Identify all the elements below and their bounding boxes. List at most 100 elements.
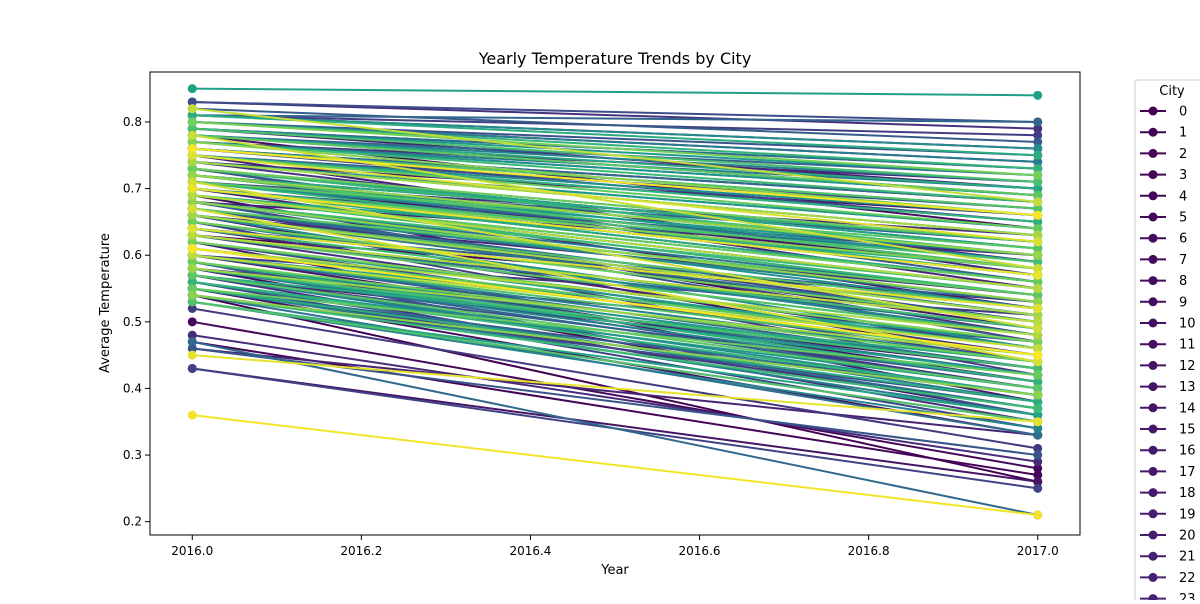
series-193 — [187, 210, 1043, 320]
series-line — [192, 214, 1038, 317]
series-line — [192, 300, 1038, 417]
data-point — [187, 224, 197, 234]
x-tick-label: 2016.2 — [340, 544, 382, 558]
data-point — [1033, 270, 1043, 280]
series-line — [192, 227, 1038, 310]
data-point — [187, 130, 197, 140]
data-point — [1033, 357, 1043, 367]
data-point — [1033, 197, 1043, 207]
data-point — [1033, 284, 1043, 294]
series-line — [192, 294, 1038, 397]
series-line — [192, 200, 1038, 297]
data-point — [1033, 264, 1043, 274]
series-line — [192, 347, 1038, 437]
legend-item: 19 — [1140, 507, 1196, 522]
series-185 — [187, 117, 1043, 180]
data-point — [1033, 190, 1043, 200]
series-line — [192, 180, 1038, 257]
series-line — [192, 320, 1038, 470]
chart-title: Yearly Temperature Trends by City — [478, 49, 752, 68]
data-point — [1033, 177, 1043, 187]
series-197 — [187, 230, 1043, 327]
legend-item: 2 — [1140, 147, 1187, 162]
series-line — [192, 174, 1038, 243]
series-146 — [187, 110, 1043, 160]
series-line — [192, 234, 1038, 323]
legend-item: 18 — [1140, 486, 1196, 501]
legend-item: 22 — [1140, 571, 1196, 586]
x-axis: 2016.0 2016.2 2016.4 2016.6 2016.8 2017.0 — [171, 535, 1059, 558]
series-200 — [187, 130, 1043, 274]
x-tick-label: 2017.0 — [1017, 544, 1059, 558]
series-line — [192, 247, 1038, 357]
legend-item: 16 — [1140, 444, 1196, 459]
legend-label: 11 — [1179, 338, 1196, 353]
series-line — [192, 107, 1038, 143]
legend-marker — [1148, 170, 1158, 180]
data-point — [1033, 457, 1043, 467]
legend-marker — [1148, 530, 1158, 540]
legend-label: 6 — [1179, 232, 1187, 247]
data-point — [1033, 370, 1043, 380]
legend-label: 14 — [1179, 401, 1196, 416]
data-point — [1033, 397, 1043, 407]
data-point — [187, 350, 197, 360]
legend-marker — [1148, 191, 1158, 201]
series-line — [192, 414, 1038, 517]
series-line — [192, 334, 1038, 463]
y-tick-label: 0.2 — [123, 515, 142, 529]
data-point — [1033, 303, 1043, 313]
data-point — [1033, 443, 1043, 453]
legend-marker — [1148, 233, 1158, 243]
data-point — [1033, 403, 1043, 413]
legend-item: 0 — [1140, 105, 1187, 120]
data-point — [187, 150, 197, 160]
series-line — [192, 174, 1038, 257]
series-line — [192, 214, 1038, 350]
data-point — [1033, 137, 1043, 147]
data-point — [1033, 350, 1043, 360]
data-point — [187, 110, 197, 120]
x-tick-label: 2016.0 — [171, 544, 213, 558]
data-point — [187, 264, 197, 274]
data-point — [187, 237, 197, 247]
series-line — [192, 154, 1038, 223]
data-point — [1033, 363, 1043, 373]
series-line — [192, 114, 1038, 150]
series-line — [192, 100, 1038, 123]
data-point — [187, 277, 197, 287]
series-line — [192, 254, 1038, 357]
data-point — [187, 363, 197, 373]
series-line — [192, 267, 1038, 390]
data-point — [187, 290, 197, 300]
series-line — [192, 367, 1038, 483]
series-line — [192, 87, 1038, 97]
data-point — [187, 284, 197, 294]
data-point — [1033, 337, 1043, 347]
legend-item: 17 — [1140, 465, 1196, 480]
data-point — [1033, 244, 1043, 254]
data-point — [1033, 237, 1043, 247]
legend-item: 20 — [1140, 529, 1196, 544]
data-point — [1033, 277, 1043, 287]
data-point — [1033, 164, 1043, 174]
series-line — [192, 107, 1038, 203]
series-line — [192, 114, 1038, 123]
legend-item: 6 — [1140, 232, 1187, 247]
series-line — [192, 167, 1038, 257]
series-line — [192, 120, 1038, 170]
legend-label: 18 — [1179, 486, 1196, 501]
legend-label: 19 — [1179, 507, 1196, 522]
y-tick-label: 0.4 — [123, 381, 142, 395]
series-line — [192, 140, 1038, 217]
legend-item: 15 — [1140, 423, 1196, 438]
legend-marker — [1148, 551, 1158, 561]
data-point — [1033, 463, 1043, 473]
legend-label: 17 — [1179, 465, 1196, 480]
legend-title: City — [1159, 84, 1185, 99]
legend-marker — [1148, 276, 1158, 286]
data-point — [187, 257, 197, 267]
data-point — [1033, 297, 1043, 307]
legend-label: 12 — [1179, 359, 1196, 374]
y-tick-label: 0.3 — [123, 448, 142, 462]
